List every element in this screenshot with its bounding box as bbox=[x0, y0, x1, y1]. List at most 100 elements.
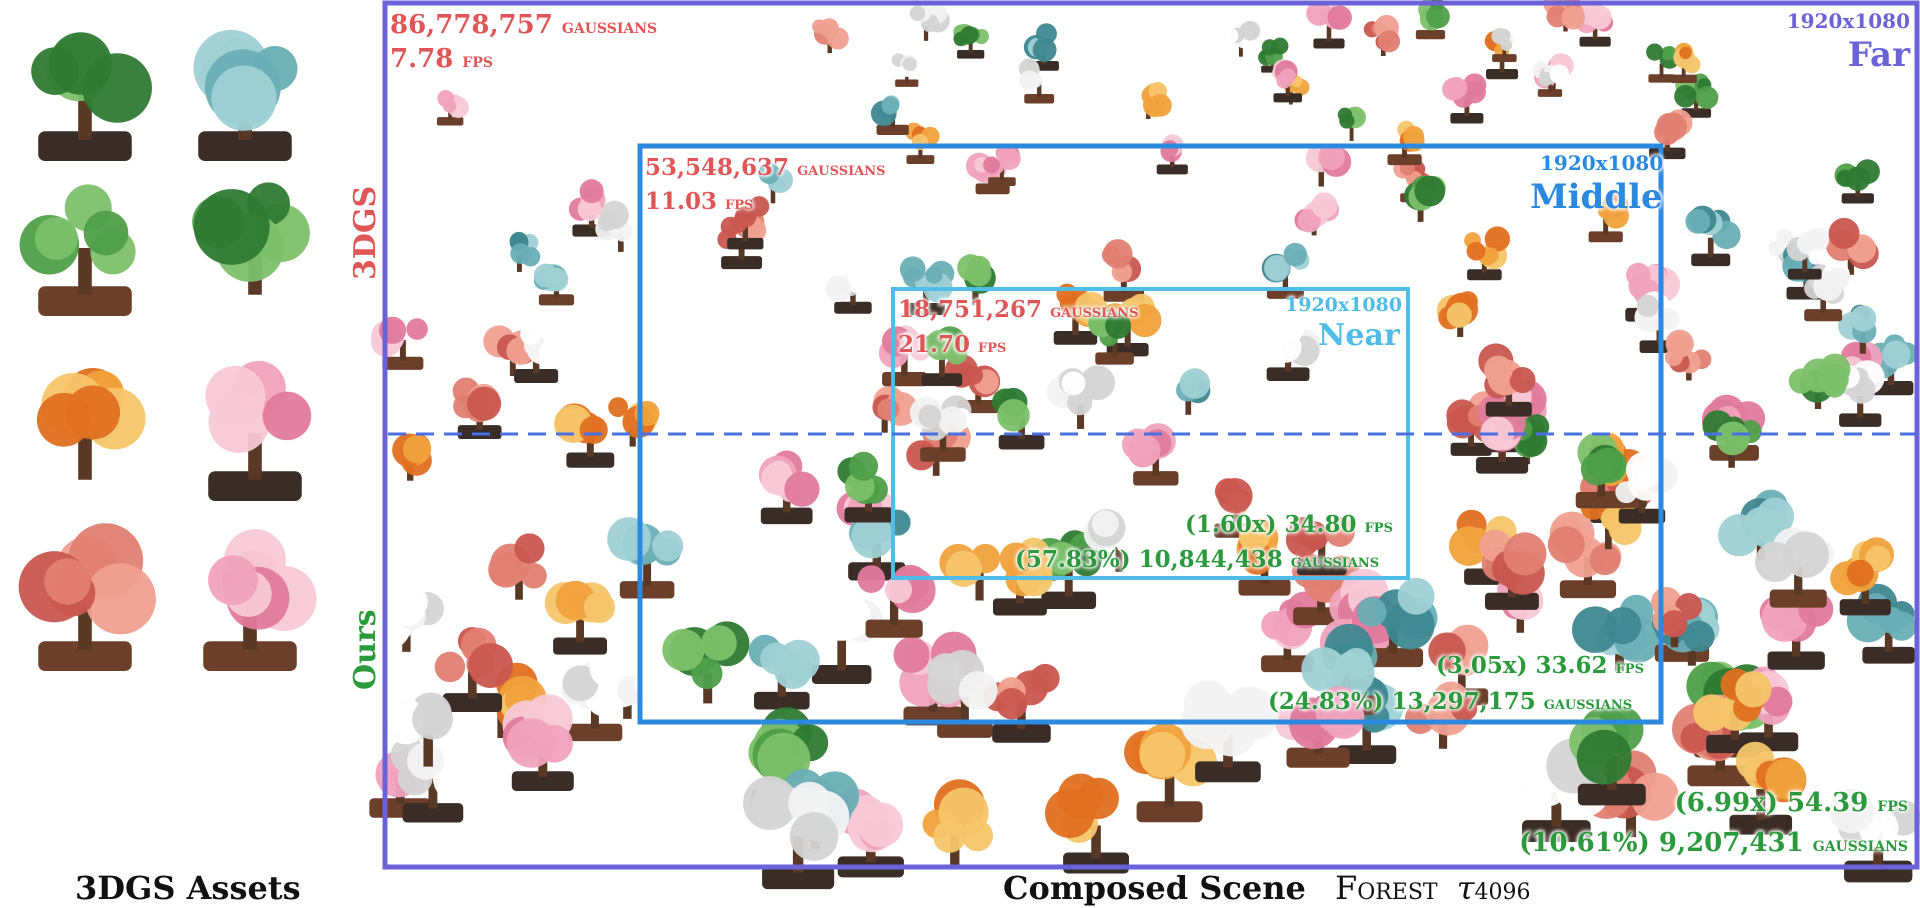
scene-tree bbox=[1464, 226, 1511, 281]
scene-tree bbox=[1363, 14, 1401, 57]
far-ours-gaussians: (10.61%) 9,207,431 gaussians bbox=[1519, 830, 1908, 856]
asset-tree bbox=[18, 523, 156, 671]
scene-tree bbox=[385, 692, 454, 767]
scene-tree bbox=[662, 621, 750, 704]
middle-ours-ratio: (24.83%) bbox=[1268, 688, 1384, 715]
scene-tree bbox=[1670, 42, 1701, 83]
scene-tree bbox=[1083, 509, 1139, 572]
scene-tree bbox=[1685, 205, 1741, 267]
scene-tree bbox=[993, 537, 1053, 616]
gaussians-unit: gaussians bbox=[561, 14, 658, 38]
scene-tree bbox=[533, 263, 575, 306]
scene-tree bbox=[1415, 0, 1450, 40]
scene-tree bbox=[939, 543, 1001, 601]
scene-tree bbox=[1436, 291, 1479, 337]
baseline-side-label: 3DGS bbox=[348, 185, 383, 280]
scene-tree bbox=[392, 433, 432, 481]
scene-tree bbox=[364, 585, 444, 652]
middle-label: Middle bbox=[1530, 177, 1663, 217]
scene-tree bbox=[837, 451, 893, 523]
scene-tree bbox=[1294, 192, 1340, 236]
scene-tree bbox=[758, 450, 820, 525]
middle-ours-speedup: (3.05x) bbox=[1436, 652, 1528, 679]
scene-tree bbox=[607, 517, 684, 599]
asset-tree bbox=[203, 529, 317, 671]
scene-tree bbox=[1788, 353, 1851, 410]
near-ours-fps: (1.60x) 34.80 fps bbox=[1185, 513, 1393, 536]
scene-tree bbox=[878, 325, 932, 387]
scene-tree bbox=[1479, 529, 1547, 610]
scene-tree bbox=[891, 53, 919, 87]
scene-tree bbox=[909, 3, 950, 41]
scene-tree bbox=[1176, 368, 1211, 415]
gaussians-unit: gaussians bbox=[1290, 551, 1380, 572]
scene-tree bbox=[825, 255, 874, 314]
scene-tree bbox=[1830, 537, 1895, 616]
near-ours-gaussians: (57.83%) 10,844,438 gaussians bbox=[1015, 548, 1379, 571]
far-ours-fps-value: 54.39 bbox=[1786, 788, 1869, 818]
scene-caption-name: Forest bbox=[1335, 869, 1438, 907]
scene-tree bbox=[390, 734, 477, 823]
far-ours-ratio: (10.61%) bbox=[1519, 828, 1650, 858]
scene-tree bbox=[811, 595, 884, 684]
scene-tree bbox=[1532, 61, 1570, 97]
scene-tree bbox=[1834, 159, 1880, 204]
scene-tree bbox=[992, 387, 1045, 450]
scene-caption-tau: τ bbox=[1456, 869, 1475, 907]
scene-tree bbox=[1305, 143, 1352, 187]
scene-tree bbox=[544, 580, 616, 655]
fps-unit: fps bbox=[1615, 657, 1644, 678]
near-ours-fps-value: 34.80 bbox=[1284, 511, 1357, 538]
scene-tree bbox=[1221, 20, 1261, 57]
scene-caption-title: Composed Scene bbox=[1003, 869, 1306, 907]
scene-tree bbox=[1569, 705, 1646, 806]
scene-tree bbox=[1156, 134, 1188, 175]
scene-tree bbox=[1258, 37, 1289, 73]
scene-tree bbox=[1754, 527, 1835, 608]
scene-tree bbox=[1575, 1, 1614, 47]
scene-tree bbox=[1588, 192, 1629, 243]
scene-tree bbox=[1442, 73, 1487, 124]
far-resolution: 1920x1080 bbox=[1786, 9, 1910, 33]
scene-tree bbox=[1829, 788, 1920, 883]
scene-tree bbox=[1825, 217, 1879, 275]
middle-resolution: 1920x1080 bbox=[1540, 151, 1664, 175]
scene-tree bbox=[1088, 309, 1134, 365]
scene-tree bbox=[1266, 317, 1322, 381]
scene-tree bbox=[1547, 511, 1622, 599]
scene-tree bbox=[608, 397, 660, 447]
scene-tree bbox=[927, 650, 998, 738]
scene-tree bbox=[1838, 304, 1877, 354]
scene-tree bbox=[1664, 329, 1712, 381]
near-baseline-gaussians-value: 18,751,267 bbox=[898, 296, 1043, 323]
assets-caption: 3DGS Assets bbox=[75, 869, 301, 907]
scene-tree bbox=[1693, 668, 1772, 754]
scene-tree bbox=[1702, 410, 1762, 468]
middle-ours-gaussians: (24.83%) 13,297,175 gaussians bbox=[1268, 690, 1632, 713]
asset-tree bbox=[31, 32, 152, 161]
middle-ours-gaussians-value: 13,297,175 bbox=[1391, 688, 1536, 715]
scene-tree bbox=[812, 18, 849, 54]
scene-tree bbox=[748, 634, 820, 710]
fps-unit: fps bbox=[1364, 516, 1393, 537]
asset-tree bbox=[193, 29, 298, 161]
forest-scene-illustration bbox=[364, 0, 1920, 890]
scene-tree bbox=[568, 179, 611, 237]
middle-baseline-fps-value: 11.03 bbox=[645, 188, 718, 215]
gaussians-unit: gaussians bbox=[1050, 301, 1139, 322]
scene-tree bbox=[1729, 741, 1807, 835]
near-ours-gaussians-value: 10,844,438 bbox=[1138, 546, 1283, 573]
scene-tree bbox=[1491, 27, 1521, 62]
scene-tree bbox=[1018, 58, 1058, 104]
far-baseline-fps-value: 7.78 bbox=[390, 44, 454, 74]
far-frame bbox=[382, 0, 1920, 870]
scene-tree bbox=[1272, 59, 1303, 103]
scene-tree bbox=[905, 122, 940, 164]
near-baseline-fps: 21.70 fps bbox=[898, 333, 1006, 356]
scene-tree bbox=[595, 200, 633, 252]
scene-tree bbox=[921, 326, 968, 387]
scene-tree bbox=[1387, 120, 1425, 166]
scene-tree bbox=[1023, 23, 1059, 71]
scene-tree bbox=[1285, 516, 1355, 576]
near-baseline-gaussians: 18,751,267 gaussians bbox=[898, 298, 1139, 321]
